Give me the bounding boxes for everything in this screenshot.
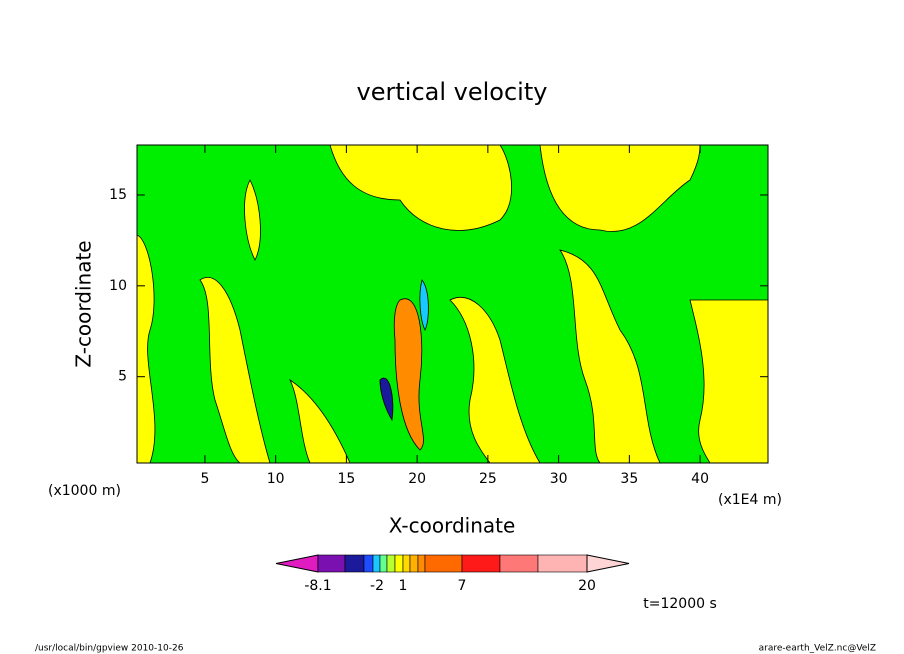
footer: /usr/local/bin/gpview 2010-10-26 bbox=[35, 644, 184, 654]
x-tick-label: 5 bbox=[200, 471, 209, 487]
y-tick-label: 5 bbox=[118, 369, 127, 385]
colorbar-label: 7 bbox=[458, 578, 467, 594]
chart-title: vertical velocity bbox=[357, 78, 548, 106]
y-tick-label: 10 bbox=[109, 278, 127, 294]
time-label: t=12000 s bbox=[643, 596, 717, 612]
colorbar-label: 1 bbox=[399, 578, 408, 594]
colorbar-segment bbox=[424, 554, 463, 573]
x-tick-label: 35 bbox=[620, 471, 638, 487]
colorbar-label: 20 bbox=[578, 578, 596, 594]
x-tick-label: 25 bbox=[479, 471, 497, 487]
contour-field bbox=[137, 145, 768, 463]
colorbar-segment bbox=[402, 554, 411, 573]
colorbar-segment bbox=[537, 554, 588, 573]
colorbar-segment bbox=[363, 554, 374, 573]
x-unit-label: (x1000 m) bbox=[48, 483, 121, 499]
colorbar-segment bbox=[461, 554, 501, 573]
colorbar-segment bbox=[499, 554, 539, 573]
y-tick-label: 15 bbox=[109, 187, 127, 203]
colorbar-arrow bbox=[586, 554, 630, 573]
y-axis-label: Z-coordinate bbox=[72, 240, 96, 367]
colorbar-arrow bbox=[275, 554, 319, 573]
x-tick-label: 30 bbox=[550, 471, 568, 487]
x-tick-label: 15 bbox=[337, 471, 355, 487]
colorbar-segment bbox=[409, 554, 419, 573]
plot-frame bbox=[136, 144, 769, 464]
x-unit-label: (x1E4 m) bbox=[718, 492, 782, 508]
colorbar-segment bbox=[344, 554, 365, 573]
colorbar-label: -2 bbox=[370, 578, 384, 594]
x-tick-label: 20 bbox=[408, 471, 426, 487]
x-tick-label: 10 bbox=[267, 471, 285, 487]
colorbar-segment bbox=[379, 554, 388, 573]
colorbar-label: -8.1 bbox=[304, 578, 331, 594]
footer: arare-earth_VelZ.nc@VelZ bbox=[759, 644, 876, 654]
x-tick-label: 40 bbox=[691, 471, 709, 487]
colorbar-segment bbox=[372, 554, 381, 573]
colorbar-segment bbox=[386, 554, 396, 573]
colorbar-segment bbox=[317, 554, 346, 573]
colorbar-segment bbox=[417, 554, 426, 573]
colorbar-segment bbox=[394, 554, 404, 573]
x-axis-label: X-coordinate bbox=[389, 514, 516, 538]
